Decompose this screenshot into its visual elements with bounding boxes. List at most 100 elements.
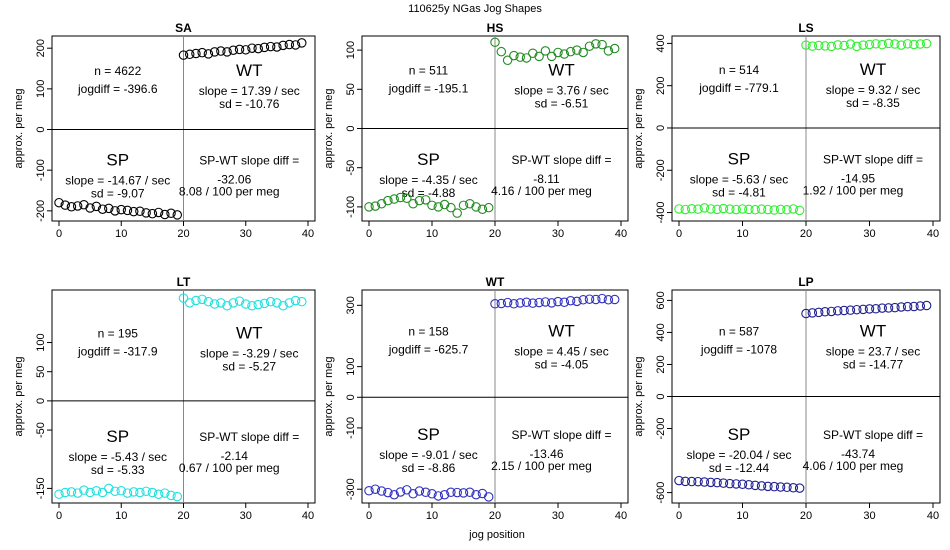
- sp-data-point: [693, 476, 703, 487]
- sp-data-point: [97, 204, 108, 214]
- sp-data-point: [104, 483, 114, 494]
- wt-data-point: [826, 41, 837, 52]
- wt-data-point: [234, 44, 245, 55]
- wt-data-point: [278, 301, 288, 311]
- sp-data-point: [471, 489, 481, 500]
- sp-data-point: [376, 199, 387, 209]
- sp-label: SP: [728, 149, 751, 168]
- slope-diff-value: -13.46: [529, 447, 563, 461]
- x-tick-label: 20: [800, 510, 812, 522]
- sp-data-point: [427, 489, 437, 499]
- n-count-text: n = 514: [719, 63, 760, 77]
- y-tick-label: -50: [345, 160, 357, 176]
- sp-data-point: [147, 208, 158, 219]
- wt-data-point: [801, 308, 811, 319]
- wt-data-point: [591, 39, 601, 49]
- x-tick-label: 30: [863, 228, 875, 240]
- wt-data-point: [228, 45, 239, 55]
- per-meg-text: 1.92 / 100 per meg: [803, 183, 904, 197]
- x-tick-label: 0: [366, 510, 372, 522]
- wt-data-point: [284, 298, 295, 308]
- sp-data-point: [172, 210, 183, 220]
- wt-data-point: [241, 299, 251, 309]
- wt-data-point: [222, 301, 232, 311]
- y-tick-label: -100: [345, 196, 357, 218]
- y-axis-label: approx. per meg: [633, 356, 645, 436]
- wt-sd-text: sd = -4.05: [535, 358, 589, 372]
- sp-data-point: [769, 481, 779, 492]
- sp-label: SP: [417, 150, 440, 169]
- sp-data-point: [389, 194, 399, 204]
- x-tick-label: 0: [56, 510, 62, 522]
- sp-data-point: [465, 487, 475, 498]
- sp-data-point: [763, 481, 773, 492]
- wt-label: WT: [236, 323, 262, 342]
- y-tick-label: 50: [345, 83, 357, 95]
- per-meg-text: 8.08 / 100 per meg: [179, 184, 280, 198]
- x-tick-label: 0: [676, 510, 682, 522]
- x-tick-label: 10: [426, 228, 438, 240]
- wt-data-point: [877, 39, 887, 50]
- y-tick-label: -100: [35, 159, 47, 181]
- sp-data-point: [72, 201, 83, 211]
- wt-data-point: [191, 48, 201, 59]
- y-tick-label: -200: [35, 200, 47, 222]
- wt-data-point: [883, 303, 894, 313]
- sp-data-point: [744, 479, 754, 490]
- slope-diff-value: -32.06: [217, 172, 251, 186]
- wt-sd-text: sd = -14.77: [843, 357, 904, 371]
- wt-data-point: [813, 40, 824, 51]
- sp-data-point: [54, 489, 64, 499]
- x-tick-label: 40: [302, 510, 314, 522]
- sp-data-point: [166, 208, 176, 219]
- wt-data-point: [521, 53, 532, 63]
- wt-data-point: [852, 304, 862, 315]
- x-tick-label: 0: [366, 228, 372, 240]
- data-points: [674, 300, 932, 493]
- sp-data-point: [737, 204, 748, 214]
- y-tick-label: 0: [345, 125, 357, 131]
- figure-title: 110625y NGas Jog Shapes: [408, 3, 542, 15]
- wt-data-point: [896, 40, 906, 50]
- sp-data-point: [674, 204, 684, 214]
- y-tick-label: 100: [35, 333, 47, 351]
- wt-data-point: [845, 305, 856, 315]
- wt-data-point: [247, 301, 257, 311]
- sp-data-point: [141, 208, 151, 218]
- x-tick-label: 10: [115, 510, 127, 522]
- sp-data-point: [122, 205, 133, 216]
- sp-data-point: [686, 203, 697, 214]
- y-tick-label: 0: [345, 394, 357, 400]
- sp-data-point: [122, 488, 133, 498]
- sp-data-point: [135, 487, 145, 498]
- wt-data-point: [253, 299, 263, 310]
- n-count-text: n = 195: [98, 326, 139, 340]
- jogdiff-text: jogdiff = -195.1: [388, 81, 469, 95]
- sp-data-point: [452, 487, 462, 498]
- wt-data-point: [584, 294, 595, 304]
- wt-data-point: [272, 298, 282, 308]
- y-axis-label: approx. per meg: [323, 356, 335, 436]
- wt-slope-text: slope = 9.32 / sec: [826, 83, 920, 97]
- sp-sd-text: sd = -4.81: [712, 185, 766, 199]
- data-points: [54, 293, 307, 502]
- sp-data-point: [60, 487, 70, 498]
- y-tick-label: 200: [35, 39, 47, 57]
- wt-data-point: [284, 39, 295, 50]
- wt-data-point: [502, 55, 513, 66]
- sp-data-point: [85, 487, 95, 498]
- wt-data-point: [864, 304, 875, 314]
- wt-data-point: [197, 294, 207, 305]
- wt-data-point: [203, 49, 214, 59]
- sp-data-point: [756, 481, 767, 491]
- panel-title: LS: [798, 21, 813, 35]
- wt-slope-text: slope = 17.39 / sec: [199, 84, 300, 98]
- x-tick-label: 40: [302, 228, 314, 240]
- slope-diff-value: -14.95: [841, 171, 875, 185]
- y-tick-label: -600: [655, 482, 667, 504]
- y-tick-label: 0: [35, 126, 47, 132]
- wt-data-point: [297, 38, 307, 48]
- slope-diff-label: SP-WT slope diff =: [199, 153, 299, 167]
- wt-data-point: [858, 40, 868, 50]
